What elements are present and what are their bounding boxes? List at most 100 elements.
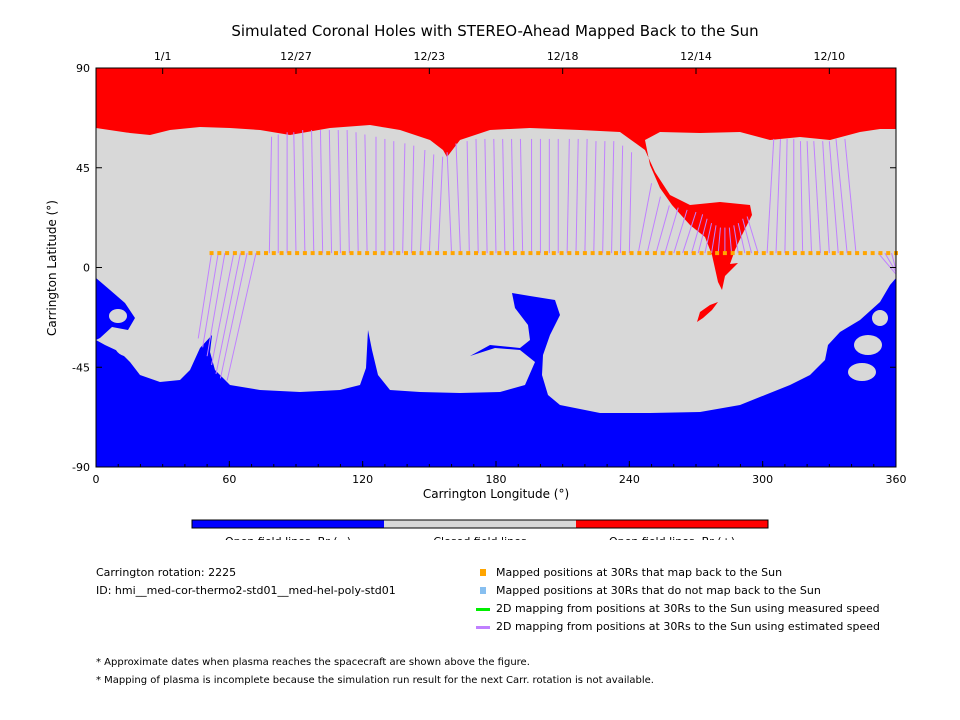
mapped-position-dot [310, 251, 315, 256]
mapped-position-dot [792, 251, 797, 256]
mapping-line-estimated [575, 138, 579, 254]
mapping-line-estimated [475, 138, 479, 254]
mapped-position-dot [870, 251, 875, 256]
mapped-position-dot [474, 251, 478, 256]
x-tick-label: 180 [486, 473, 507, 486]
mapping-line-estimated [206, 253, 226, 357]
mapping-line-estimated [519, 138, 524, 254]
mapped-position-dot [855, 251, 860, 256]
mapped-position-dot [660, 251, 665, 256]
mapping-line-estimated [511, 138, 515, 254]
mapped-position-dot [738, 251, 743, 256]
mapping-line-estimated [584, 138, 588, 254]
date-label: 12/23 [413, 50, 445, 63]
mapping-line-estimated [822, 141, 830, 254]
mapping-line-estimated [593, 141, 597, 254]
x-axis-label: Carrington Longitude (°) [423, 487, 569, 501]
note-dates: * Approximate dates when plasma reaches … [96, 657, 530, 668]
mapped-position-dot [334, 251, 338, 256]
colorbar-frame [191, 519, 769, 529]
mapping-line-estimated [891, 252, 897, 270]
mapping-line-estimated [446, 152, 453, 254]
mapping-line-estimated [691, 214, 704, 254]
mapping-line-estimated [664, 207, 679, 254]
mapped-position-dot [326, 251, 331, 256]
mapping-line-estimated [411, 145, 415, 254]
mapping-line-estimated [737, 223, 746, 254]
mapping-line-estimated [328, 130, 333, 254]
mapped-position-dot [878, 251, 883, 256]
mapped-position-dot [824, 251, 828, 256]
mapping-line-estimated [437, 156, 444, 254]
mapping-line-estimated [646, 196, 661, 254]
mapped-position-dot [380, 251, 385, 256]
mapped-position-dot [785, 251, 790, 256]
closed-field-island [872, 310, 888, 326]
mapped-position-dot [512, 251, 517, 256]
mapped-position-dot [528, 251, 533, 256]
model-id: ID: hmi__med-cor-thermo2-std01__med-hel-… [96, 584, 396, 597]
carrington-rotation: Carrington rotation: 2225 [96, 566, 237, 579]
date-label: 12/27 [280, 50, 312, 63]
y-tick-label: 45 [76, 162, 90, 175]
mapped-position-dot [520, 251, 525, 256]
mapped-position-dot [559, 251, 564, 256]
mapped-position-dot [279, 251, 284, 256]
legend-line-marker [476, 626, 490, 629]
mapped-position-dot [248, 251, 253, 256]
mapping-line-estimated [402, 143, 406, 254]
x-tick-label: 120 [352, 473, 373, 486]
mapped-position-dot [497, 251, 502, 256]
mapped-position-dot [761, 251, 766, 256]
positive-open-field-blob [697, 302, 718, 322]
mapping-line-estimated [211, 252, 235, 366]
x-tick-label: 300 [752, 473, 773, 486]
mapped-position-dot [318, 251, 323, 256]
mapping-line-estimated [697, 218, 708, 254]
mapping-line-estimated [877, 252, 897, 275]
mapping-line-estimated [364, 134, 368, 254]
mapped-position-dot [575, 251, 580, 256]
mapping-line-estimated [337, 130, 341, 254]
mapped-position-dot [614, 251, 618, 256]
x-tick-label: 60 [222, 473, 236, 486]
legend-square-marker [480, 587, 486, 594]
mapped-position-dot [831, 251, 836, 256]
mapped-position-dot [372, 251, 377, 256]
mapped-position-dot [302, 251, 307, 256]
mapping-line-estimated [884, 252, 897, 273]
map-area [95, 67, 898, 468]
mapping-line-estimated [784, 138, 788, 254]
mapped-position-dot [240, 251, 245, 256]
mapping-line-estimated [766, 138, 775, 254]
mapping-line-estimated [799, 141, 804, 254]
mapped-position-dot [505, 251, 510, 256]
mapped-position-dot [442, 251, 447, 256]
mapped-position-dot [621, 251, 626, 256]
mapping-line-estimated [728, 227, 733, 254]
mapping-line-estimated [197, 253, 213, 339]
closed-field-island [115, 335, 145, 357]
legend-line-marker [476, 608, 490, 611]
mapped-position-dot [606, 251, 611, 256]
mapping-line-estimated [746, 216, 759, 254]
mapped-position-dot [691, 251, 696, 256]
date-label: 12/18 [547, 50, 579, 63]
mapping-line-estimated [419, 149, 426, 254]
mapping-line-estimated [673, 209, 688, 254]
mapping-line-estimated [455, 143, 461, 254]
legend-label: 2D mapping from positions at 30Rs to the… [496, 602, 880, 615]
mapping-line-estimated [717, 227, 721, 254]
mapped-position-dot [341, 251, 346, 256]
y-tick-label: 90 [76, 62, 90, 75]
mapped-position-dot [777, 251, 782, 256]
x-tick-label: 360 [886, 473, 907, 486]
mapping-line-estimated [215, 252, 241, 374]
closed-field-island [149, 372, 167, 378]
legend-label: 2D mapping from positions at 30Rs to the… [496, 620, 881, 633]
mapped-position-dot [419, 251, 424, 256]
mapping-line-estimated [704, 223, 713, 254]
mapped-position-dot [396, 251, 401, 256]
mapped-position-dot [256, 251, 261, 256]
